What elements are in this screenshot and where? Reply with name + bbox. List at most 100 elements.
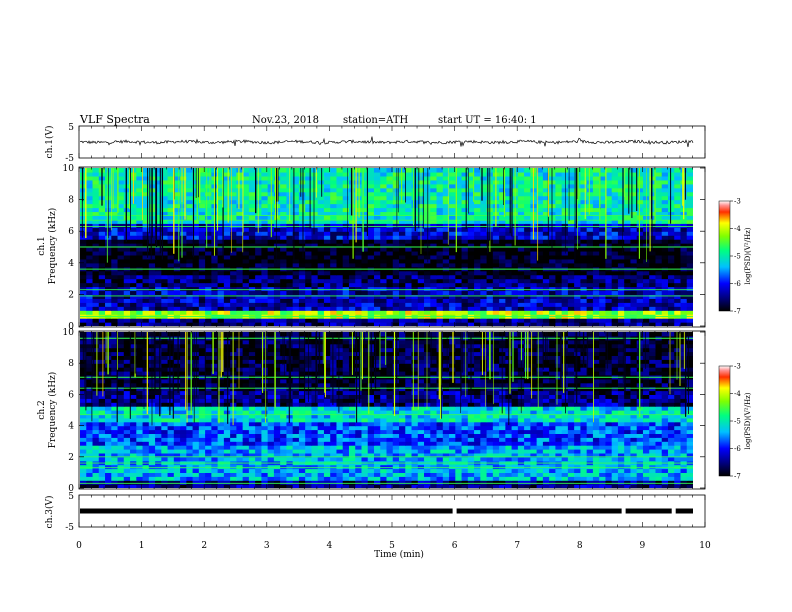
spectrogram-cell <box>649 302 657 307</box>
spectrogram-cell <box>549 290 556 295</box>
spectrogram-cell <box>136 310 144 315</box>
spectrogram-cell <box>680 472 688 477</box>
spectrogram-cell <box>292 480 300 485</box>
spectrogram-cell <box>167 298 175 303</box>
spectrogram-cell <box>586 456 594 462</box>
spectrogram-cell <box>649 215 657 220</box>
spectrogram-cell <box>599 322 607 326</box>
spectrogram-cell <box>205 215 212 220</box>
spectrogram-cell <box>586 294 594 299</box>
spectrogram-cell <box>198 270 206 276</box>
spectrogram-cell <box>80 199 87 205</box>
spectrogram-cell <box>298 270 306 276</box>
spectrogram-cell <box>524 298 531 303</box>
spectrogram-cell <box>674 468 682 473</box>
spectrogram-cell <box>617 227 625 232</box>
spectrogram-cell <box>630 274 638 280</box>
spectrogram-cell <box>323 282 331 288</box>
spectrogram-cell <box>392 464 400 470</box>
spectrogram-cell <box>536 247 544 252</box>
spectrogram-cell <box>467 290 475 295</box>
spectrogram-cell <box>92 254 100 260</box>
spectrogram-cell <box>667 452 675 458</box>
spectrogram-cell <box>230 250 237 256</box>
spectrogram-cell <box>430 207 438 213</box>
spectrogram-cell <box>236 322 244 326</box>
spectrogram-cell <box>386 322 394 326</box>
spectrogram-cell <box>680 258 688 264</box>
spectrogram-cell <box>474 456 481 462</box>
spectrogram-cell <box>186 294 194 299</box>
spectrogram-cell <box>286 456 294 462</box>
spectrogram-cell <box>405 199 413 205</box>
spectrogram-cell <box>405 231 413 236</box>
spectrogram-cell <box>342 254 350 260</box>
spectrogram-cell <box>567 318 575 323</box>
ch1-colorbar-gradient <box>718 200 731 312</box>
spectrogram-cell <box>386 456 394 462</box>
spectrogram-cell <box>161 456 169 462</box>
spectrogram-cell <box>323 250 331 256</box>
spectrogram-cell <box>661 187 669 193</box>
spectrogram-cell <box>630 464 638 470</box>
spectrogram-cell <box>280 452 288 458</box>
spectrogram-cell <box>680 223 688 228</box>
spectrogram-cell <box>92 239 100 244</box>
spectrogram-cell <box>642 472 650 477</box>
spectrogram-cell <box>461 179 469 185</box>
spectrogram-cell <box>455 472 463 477</box>
spectrogram-cell <box>486 290 494 295</box>
spectrogram-cell <box>317 464 325 470</box>
spectrogram-cell <box>355 480 363 485</box>
spectrogram-cell <box>117 171 125 177</box>
spectrogram-cell <box>630 199 638 205</box>
spectrogram-cell <box>536 223 544 228</box>
spectrogram-cell <box>80 318 87 323</box>
spectrogram-cell <box>167 286 175 292</box>
spectrogram-cell <box>248 254 256 260</box>
spectrogram-cell <box>361 247 369 252</box>
spectrogram-cell <box>111 211 119 216</box>
ch1-colorbar: -3-4-5-6-7 log(PSD)(V²/Hz) <box>718 198 752 316</box>
spectrogram-cell <box>586 243 594 248</box>
spectrogram-cell <box>186 187 194 193</box>
spectrogram-cell <box>624 258 632 264</box>
spectrogram-cell <box>361 183 369 189</box>
spectrogram-cell <box>455 168 463 173</box>
spectrogram-cell <box>223 247 231 252</box>
spectrogram-cell <box>198 258 206 264</box>
spectrogram-cell <box>417 480 425 485</box>
spectrogram-cell <box>399 310 406 315</box>
spectrogram-cell <box>336 243 344 248</box>
spectrogram-cell <box>580 254 588 260</box>
spectrogram-cell <box>667 484 675 488</box>
spectrogram-cell <box>449 480 456 485</box>
spectrogram-cell <box>667 262 675 268</box>
spectrogram-cell <box>405 227 413 232</box>
spectrogram-cell <box>180 239 187 244</box>
spectrogram-cell <box>467 472 475 477</box>
spectrogram-cell <box>305 215 313 220</box>
spectrogram-cell <box>649 195 657 201</box>
spectrogram-cell <box>636 254 644 260</box>
spectrogram-cell <box>373 278 381 284</box>
spectrogram-cell <box>198 274 206 280</box>
spectrogram-cell <box>273 223 281 228</box>
spectrogram-cell <box>186 215 194 220</box>
spectrogram-cell <box>630 306 638 311</box>
spectrogram-cell <box>355 262 363 268</box>
spectrogram-cell <box>592 211 600 216</box>
spectrogram-cell <box>123 195 131 201</box>
spectrogram-cell <box>361 294 369 299</box>
spectrogram-cell <box>317 171 325 177</box>
spectrogram-cell <box>123 250 131 256</box>
spectrogram-cell <box>399 168 406 173</box>
spectrogram-cell <box>161 179 169 185</box>
spectrogram-cell <box>142 171 150 177</box>
spectrogram-cell <box>480 472 488 477</box>
spectrogram-cell <box>236 290 244 295</box>
spectrogram-cell <box>592 239 600 244</box>
spectrogram-cell <box>292 310 300 315</box>
spectrogram-cell <box>430 286 438 292</box>
spectrogram-cell <box>186 298 194 303</box>
